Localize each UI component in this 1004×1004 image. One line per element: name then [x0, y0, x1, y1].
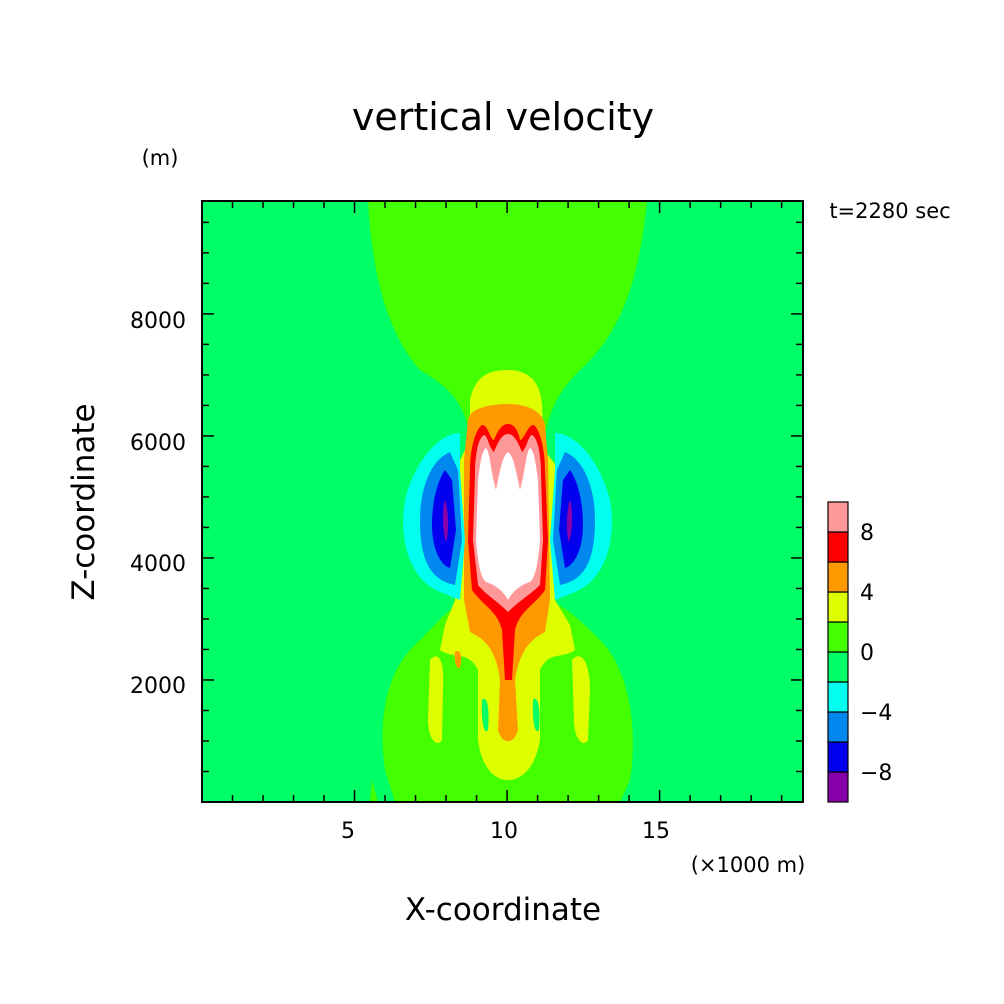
colorbar-swatch [827, 531, 849, 563]
contour-lower-blob [532, 698, 540, 732]
colorbar-swatch [827, 741, 849, 773]
contour-upper-plume [368, 201, 647, 440]
contour-level-2-blob [428, 656, 444, 744]
axis-ticks [202, 201, 803, 802]
x-unit-label: (×1000 m) [691, 853, 806, 877]
y-tick-label: 4000 [130, 552, 186, 577]
colorbar-label: 4 [860, 581, 874, 606]
contour-level-2-blob [572, 656, 590, 744]
colorbar-swatch [827, 561, 849, 593]
colorbar-label: −4 [860, 701, 892, 726]
contour-level-4-spot [454, 650, 462, 669]
contour-above-max [476, 448, 540, 600]
y-axis-title: Z-coordinate [66, 403, 102, 600]
x-axis-title: X-coordinate [405, 892, 601, 928]
colorbar-swatch [827, 651, 849, 683]
contour-lower-stripe [370, 780, 378, 802]
colorbar-label: 8 [860, 521, 874, 546]
colorbar-swatch [827, 681, 849, 713]
contour-left-level-m8 [442, 500, 449, 542]
colorbar-swatch [827, 591, 849, 623]
contour-right-level-m8 [566, 500, 573, 542]
colorbar-swatch [827, 711, 849, 743]
y-unit-label: (m) [142, 146, 179, 170]
colorbar-label: −8 [860, 761, 892, 786]
y-tick-label: 2000 [130, 674, 186, 699]
chart-title: vertical velocity [352, 95, 654, 139]
plot-frame [201, 200, 804, 803]
colorbar-swatch [827, 771, 849, 803]
time-label: t=2280 sec [829, 199, 950, 223]
x-tick-label: 15 [642, 819, 670, 844]
y-tick-label: 8000 [130, 309, 186, 334]
x-tick-label: 10 [490, 819, 518, 844]
contour-field [202, 201, 803, 802]
x-tick-label: 5 [341, 819, 355, 844]
contour-lower-blob [481, 698, 489, 732]
colorbar-swatch [827, 621, 849, 653]
colorbar [827, 501, 849, 803]
colorbar-swatch [827, 501, 849, 533]
colorbar-label: 0 [860, 641, 874, 666]
y-tick-label: 6000 [130, 431, 186, 456]
